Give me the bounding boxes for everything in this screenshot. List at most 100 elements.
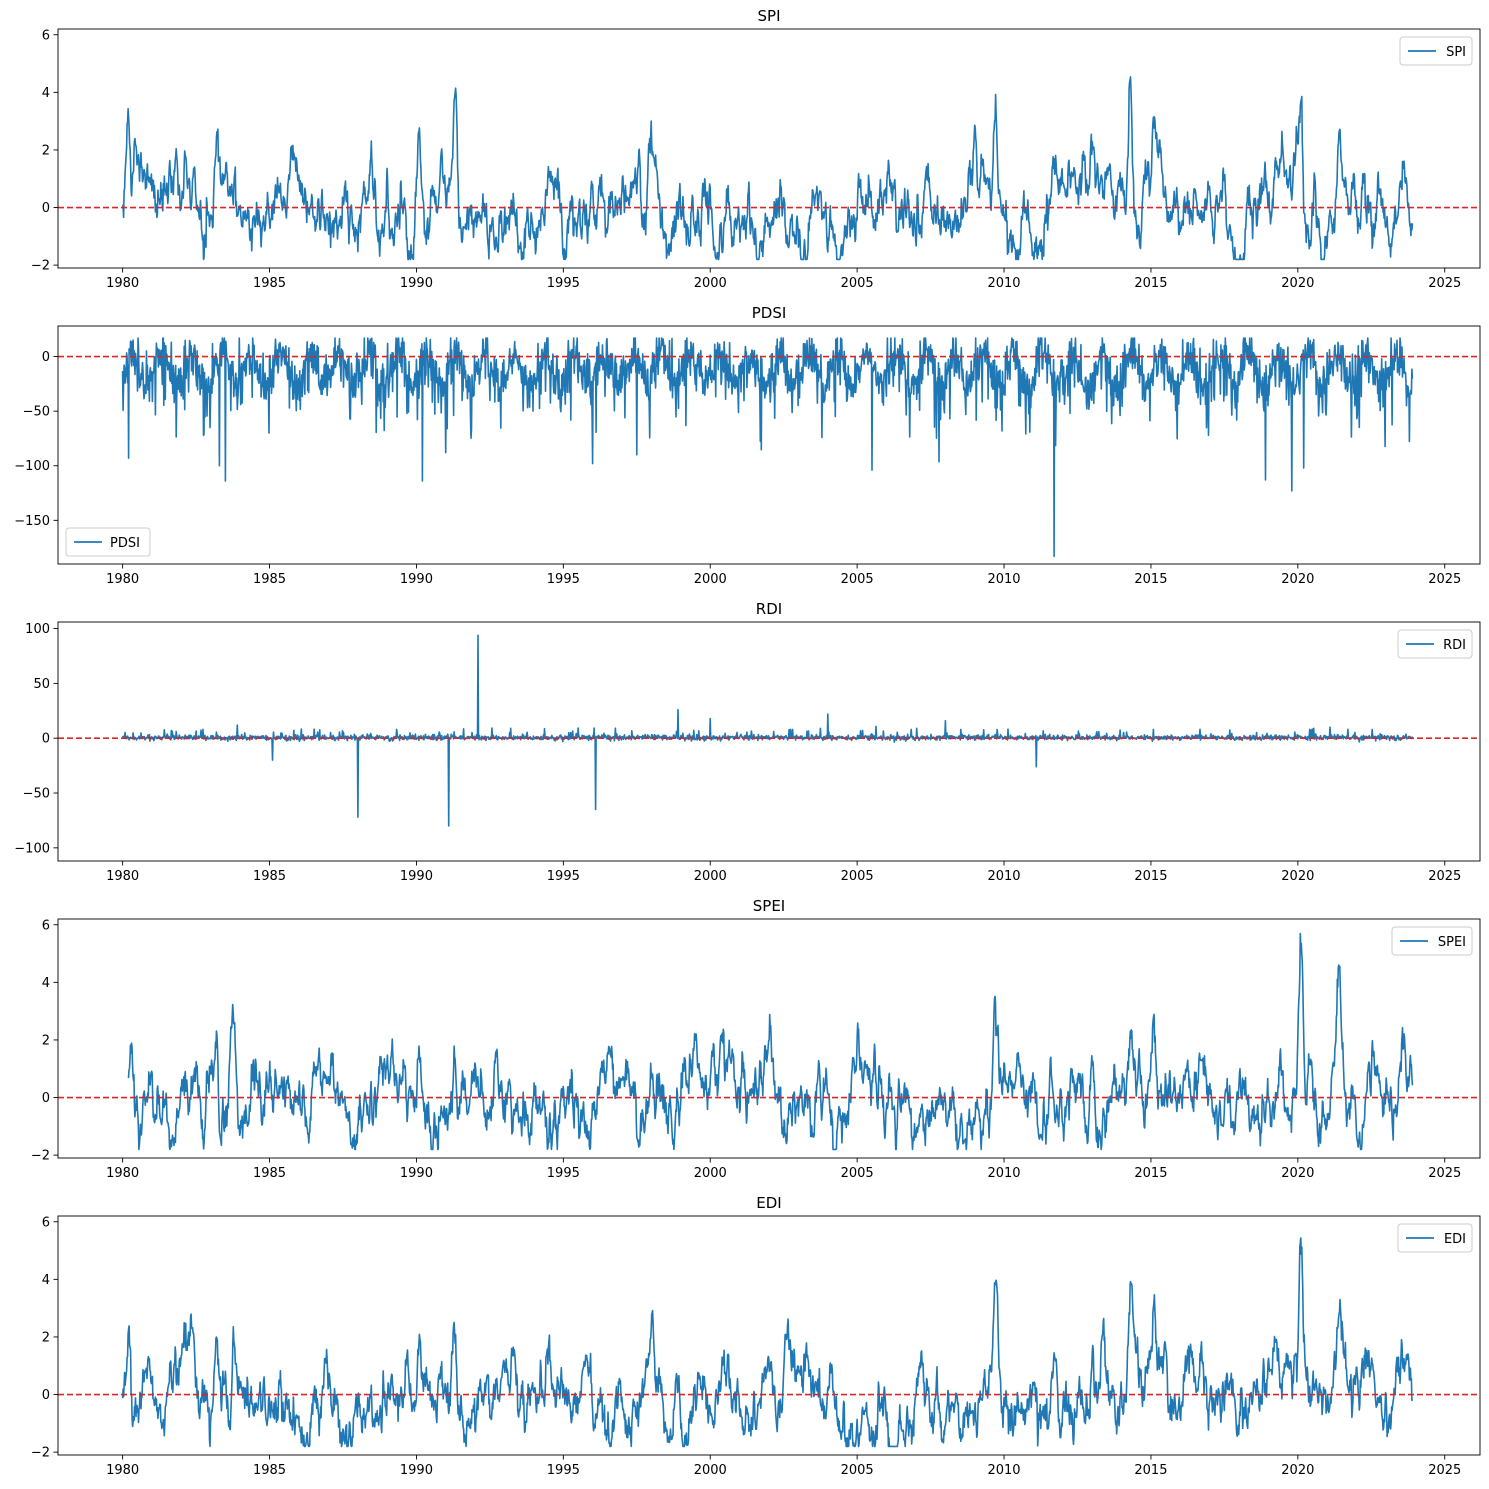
y-tick-label: 4 (42, 1273, 50, 1288)
chart-title: SPEI (753, 897, 785, 915)
x-tick-label: 2010 (987, 1463, 1020, 1478)
x-tick-label: 1995 (547, 1166, 580, 1181)
subplot-pdsi: PDSI 1980 1985 1990 1995 2000 2005 2010 2015 2020… (14, 304, 1481, 587)
legend-label: PDSI (110, 536, 140, 551)
x-tick-label: 2020 (1281, 869, 1314, 884)
y-tick-label: 4 (42, 86, 50, 101)
axes-frame (57, 325, 1481, 565)
y-tick-label: 2 (42, 143, 50, 158)
x-tick-label: 2025 (1428, 572, 1461, 587)
y-tick-label: 0 (42, 350, 50, 365)
x-tick-label: 2000 (694, 572, 727, 587)
x-tick-label: 2005 (841, 869, 874, 884)
y-tick-label: 6 (42, 1215, 50, 1230)
x-tick-label: 1990 (400, 1463, 433, 1478)
series-line-rdi (121, 634, 1414, 827)
y-tick-label: 50 (33, 677, 50, 692)
x-tick-label: 2020 (1281, 276, 1314, 291)
x-tick-label: 2000 (694, 1463, 727, 1478)
y-tick-label: −100 (14, 841, 50, 856)
x-tick-label: 1990 (400, 572, 433, 587)
y-tick-label: 6 (42, 918, 50, 933)
legend-box (65, 527, 151, 557)
y-tick-label: −100 (14, 459, 50, 474)
x-tick-label: 2010 (987, 869, 1020, 884)
x-tick-label: 2020 (1281, 1463, 1314, 1478)
y-tick-label: 100 (25, 622, 50, 637)
x-tick-label: 1995 (547, 276, 580, 291)
y-tick-label: −50 (23, 787, 50, 802)
y-tick-label: 6 (42, 28, 50, 43)
x-tick-label: 1985 (253, 869, 286, 884)
legend-label: SPI (1446, 45, 1466, 60)
x-tick-label: 1985 (253, 572, 286, 587)
x-tick-label: 2020 (1281, 1166, 1314, 1181)
x-tick-label: 1995 (547, 869, 580, 884)
subplot-rdi: RDI 1980 1985 1990 1995 2000 2005 2010 2015 2020 2… (14, 600, 1481, 884)
axes-frame (57, 1215, 1481, 1456)
x-tick-label: 1995 (547, 1463, 580, 1478)
legend-box (1397, 629, 1473, 659)
y-tick-label: −150 (14, 514, 50, 529)
axes-frame (57, 28, 1481, 269)
x-tick-label: 2005 (841, 1463, 874, 1478)
y-tick-label: −2 (31, 259, 50, 274)
axes-frame (57, 621, 1481, 862)
x-tick-label: 1980 (106, 1463, 139, 1478)
x-tick-label: 1980 (106, 572, 139, 587)
x-tick-label: 2025 (1428, 1463, 1461, 1478)
y-tick-label: 2 (42, 1033, 50, 1048)
legend: SPEI (1391, 926, 1473, 956)
x-tick-label: 2015 (1134, 869, 1167, 884)
legend-box (1391, 926, 1473, 956)
y-tick-label: 2 (42, 1330, 50, 1345)
x-tick-label: 1990 (400, 1166, 433, 1181)
x-tick-label: 1985 (253, 1463, 286, 1478)
x-tick-label: 2000 (694, 1166, 727, 1181)
legend-label: EDI (1444, 1232, 1466, 1247)
legend-label: SPEI (1438, 935, 1466, 950)
x-tick-label: 2015 (1134, 1463, 1167, 1478)
x-tick-label: 1980 (106, 276, 139, 291)
legend: RDI (1397, 629, 1473, 659)
legend: SPI (1399, 36, 1473, 66)
x-tick-label: 1995 (547, 572, 580, 587)
y-tick-label: 4 (42, 976, 50, 991)
legend-label: RDI (1443, 638, 1466, 653)
axes-frame (57, 918, 1481, 1159)
x-tick-label: 2015 (1134, 276, 1167, 291)
x-tick-label: 1980 (106, 869, 139, 884)
chart-title: EDI (756, 1194, 781, 1212)
x-tick-label: 1985 (253, 1166, 286, 1181)
chart-title: PDSI (752, 304, 787, 322)
legend: PDSI (65, 527, 151, 557)
x-tick-label: 2005 (841, 1166, 874, 1181)
x-tick-label: 2005 (841, 276, 874, 291)
subplot-edi: EDI 1980 1985 1990 1995 2000 2005 2010 2015 2020 2… (31, 1194, 1481, 1478)
chart-title: SPI (758, 7, 781, 25)
x-tick-label: 1990 (400, 869, 433, 884)
y-tick-label: −50 (23, 405, 50, 420)
y-tick-label: 0 (42, 732, 50, 747)
x-tick-label: 2005 (841, 572, 874, 587)
x-tick-label: 2015 (1134, 1166, 1167, 1181)
x-tick-label: 2020 (1281, 572, 1314, 587)
y-tick-label: 0 (42, 1091, 50, 1106)
x-tick-label: 2010 (987, 1166, 1020, 1181)
x-tick-label: 2000 (694, 276, 727, 291)
x-tick-label: 1980 (106, 1166, 139, 1181)
legend: EDI (1397, 1223, 1473, 1253)
x-tick-label: 2010 (987, 572, 1020, 587)
y-tick-label: −2 (31, 1149, 50, 1164)
x-tick-label: 2025 (1428, 869, 1461, 884)
y-tick-label: 0 (42, 201, 50, 216)
x-tick-label: 1990 (400, 276, 433, 291)
x-tick-label: 2000 (694, 869, 727, 884)
y-tick-label: −2 (31, 1446, 50, 1461)
series-line-spi (121, 76, 1414, 261)
x-tick-label: 2015 (1134, 572, 1167, 587)
legend-box (1397, 1223, 1473, 1253)
x-tick-label: 2025 (1428, 276, 1461, 291)
